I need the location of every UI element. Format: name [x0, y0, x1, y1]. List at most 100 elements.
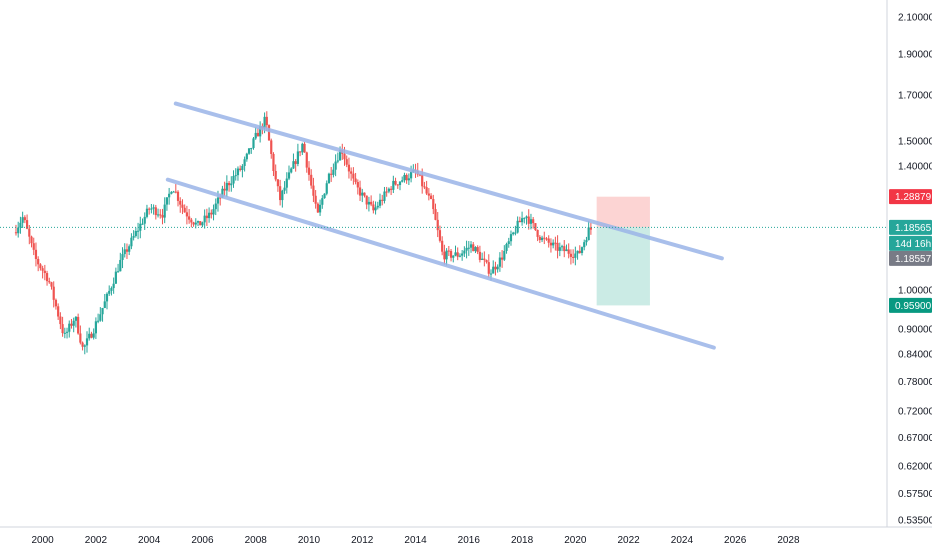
candle-body [194, 222, 197, 225]
candle-body [374, 207, 377, 211]
candle [316, 202, 319, 213]
candle-body [578, 250, 581, 253]
candle-body [487, 262, 490, 274]
candle [516, 216, 519, 234]
candle-body [445, 250, 448, 260]
candle [589, 222, 592, 235]
candle-body [365, 195, 368, 205]
candle-body [314, 195, 317, 204]
candle-body [216, 197, 220, 204]
candle [79, 325, 82, 345]
y-tick-label: 0.67000 [898, 433, 932, 444]
candle-body [110, 288, 113, 291]
candle [558, 242, 561, 257]
candle-body [454, 252, 457, 256]
candle-body [467, 247, 470, 249]
candle-body [37, 258, 40, 265]
candle-body [474, 247, 477, 252]
candle [478, 245, 482, 263]
candle [370, 195, 373, 207]
candle-body [14, 232, 18, 234]
candle [274, 164, 277, 182]
candle-body [461, 253, 464, 256]
candle-body [387, 188, 390, 192]
channel-line-lower[interactable] [165, 177, 716, 350]
candle [396, 184, 399, 189]
candle [37, 256, 40, 272]
candle [378, 193, 382, 209]
candle [21, 211, 24, 229]
candle [88, 327, 91, 341]
candle [132, 230, 135, 241]
candle-body [141, 223, 144, 225]
candle-body [190, 219, 193, 223]
x-tick-label: 2014 [404, 535, 427, 546]
candle [103, 294, 106, 309]
candle [287, 165, 291, 181]
candle-body [509, 234, 513, 242]
stop-loss-zone[interactable] [596, 196, 650, 228]
candle-body [407, 178, 410, 181]
candle-body [92, 333, 95, 338]
candle [318, 199, 322, 216]
candle-body [81, 342, 84, 347]
candle [540, 235, 544, 243]
candle [281, 189, 284, 208]
candle-body [57, 306, 60, 317]
candle [292, 153, 295, 169]
candle [520, 211, 524, 226]
price-axis[interactable]: 2.10000 1.90000 1.70000 1.50000 1.40000 1.000… [898, 13, 932, 527]
candle-body [418, 174, 422, 176]
x-tick-label: 2012 [351, 535, 374, 546]
candle [279, 179, 282, 206]
candle [192, 221, 195, 227]
candle [552, 239, 555, 249]
x-tick-label: 2028 [777, 535, 800, 546]
candle [387, 187, 390, 194]
candle [119, 252, 122, 272]
candle [536, 229, 539, 242]
candle [39, 263, 42, 271]
candle-body [492, 266, 495, 274]
candle [165, 197, 169, 211]
candle-body [554, 242, 557, 244]
candle-body [192, 222, 195, 225]
candle-body [423, 186, 426, 188]
candle [361, 188, 364, 203]
candle [294, 159, 297, 172]
candle [334, 154, 337, 177]
candle-body [85, 338, 89, 346]
candle [398, 180, 402, 191]
candle [367, 196, 371, 212]
candle [54, 298, 58, 310]
candle [207, 207, 211, 223]
time-axis[interactable]: 2000 2002 2004 2006 2008 2010 2012 2014 2016 2018… [31, 535, 800, 546]
candle-body [290, 168, 293, 173]
candle-body [39, 264, 42, 269]
candle [234, 168, 237, 181]
take-profit-zone[interactable] [596, 227, 650, 306]
candle-body [19, 222, 22, 228]
candle-body [272, 153, 275, 171]
candle-body [438, 230, 442, 241]
candle-body [403, 174, 406, 181]
candle-body [172, 191, 175, 193]
channel-line-upper[interactable] [173, 101, 724, 261]
candle [372, 200, 375, 214]
candle [310, 169, 313, 189]
candle [327, 172, 331, 184]
x-tick-label: 2002 [85, 535, 108, 546]
candle-body [543, 237, 546, 239]
channel-lines[interactable] [165, 101, 724, 350]
candle-body [252, 138, 255, 149]
candle-body [123, 249, 126, 255]
candle [390, 186, 393, 196]
x-tick-label: 2016 [458, 535, 481, 546]
candle-body [396, 184, 399, 186]
candle [108, 285, 111, 296]
candle-body [63, 332, 66, 334]
candle [534, 223, 537, 231]
candle [447, 245, 450, 257]
